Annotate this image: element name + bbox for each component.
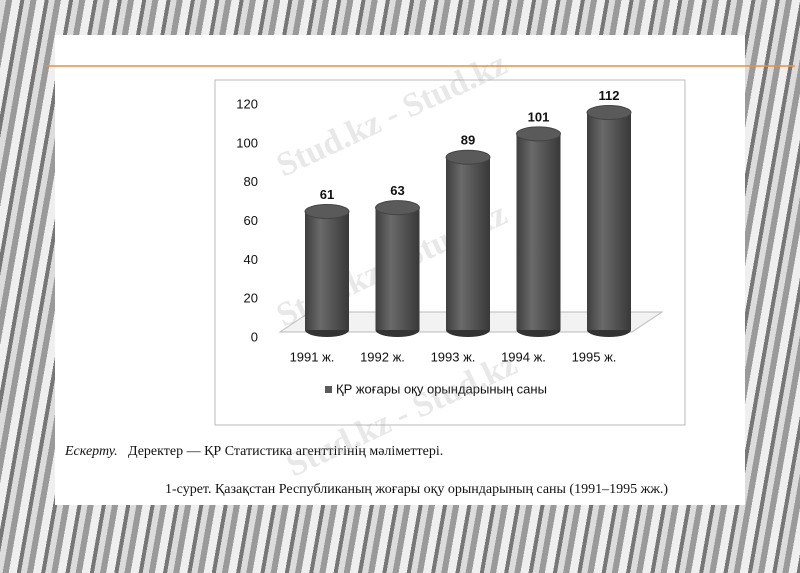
bar: [305, 211, 349, 330]
y-tick-label: 40: [244, 252, 258, 267]
value-label: 101: [528, 109, 550, 124]
chart-frame: [214, 79, 686, 426]
value-label: 89: [461, 133, 475, 148]
bar: [516, 133, 561, 330]
cylinder-top: [586, 105, 632, 121]
x-tick-label: 1993 ж.: [431, 349, 476, 364]
x-tick-label: 1992 ж.: [360, 349, 405, 364]
value-label: 112: [599, 88, 620, 103]
bar: [446, 157, 490, 330]
x-tick-label: 1991 ж.: [290, 349, 335, 364]
cylinder-top: [516, 126, 561, 142]
legend-swatch: [325, 386, 332, 393]
caption: 1-сурет. Қазақстан Республиканың жоғары …: [165, 482, 668, 497]
x-tick-label: 1994 ж.: [501, 349, 546, 364]
bar: [375, 207, 420, 330]
y-tick-label: 20: [244, 291, 258, 306]
legend-label: ҚР жоғары оқу орындарының саны: [336, 381, 547, 396]
y-tick-label: 60: [244, 213, 258, 228]
cylinder-top: [304, 204, 350, 220]
value-label: 63: [390, 183, 404, 198]
value-label: 61: [320, 187, 334, 202]
note-text: Деректер — ҚР Статистика агенттігінің мә…: [128, 444, 443, 459]
y-tick-label: 120: [236, 96, 258, 111]
y-tick-label: 100: [236, 135, 258, 150]
cylinder-top: [375, 200, 420, 216]
x-tick-label: 1995 ж.: [572, 349, 617, 364]
y-tick-label: 80: [244, 174, 258, 189]
y-tick-label: 0: [251, 329, 258, 344]
bar: [587, 112, 631, 331]
cylinder-top: [445, 149, 491, 165]
note-label: Ескерту.: [64, 444, 118, 459]
